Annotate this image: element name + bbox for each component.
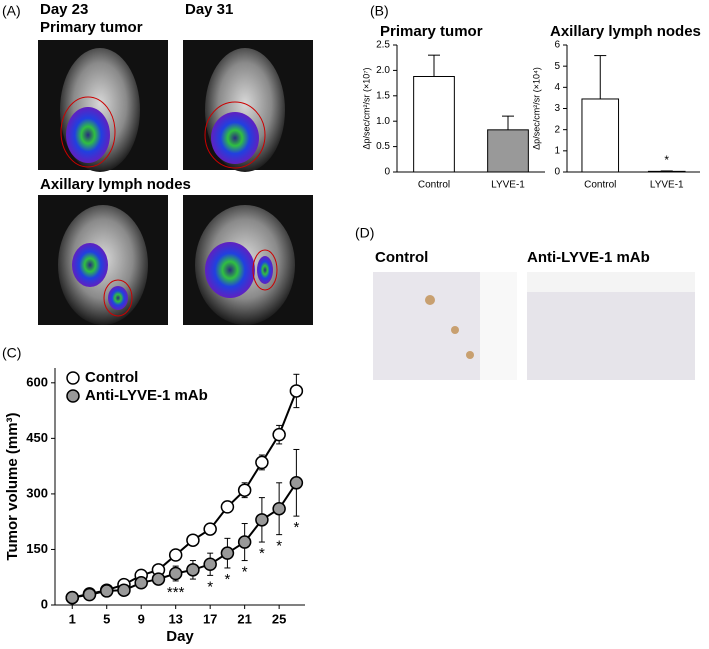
y-tick-label: 150 bbox=[26, 541, 48, 556]
panel-label: (C) bbox=[2, 345, 21, 361]
y-tick-label: 4 bbox=[554, 82, 560, 93]
y-tick-label: 6 bbox=[554, 40, 560, 51]
x-tick-label: Control bbox=[584, 180, 616, 191]
marker bbox=[220, 546, 235, 560]
legend-label: Control bbox=[85, 369, 138, 386]
image-lymph-day23 bbox=[38, 195, 168, 325]
marker bbox=[134, 576, 148, 590]
image-label: Anti-LYVE-1 mAb bbox=[527, 249, 650, 266]
series-line bbox=[72, 390, 298, 599]
image-primary-day23 bbox=[38, 40, 168, 172]
series-line bbox=[72, 482, 298, 599]
marker bbox=[203, 522, 217, 536]
x-tick-label: LYVE-1 bbox=[491, 180, 525, 191]
marker bbox=[289, 476, 304, 490]
x-axis-label: Day bbox=[166, 628, 194, 645]
marker bbox=[186, 533, 200, 547]
significance: * bbox=[224, 571, 230, 588]
y-tick-label: 0 bbox=[554, 167, 560, 178]
panel-label: (A) bbox=[2, 3, 21, 19]
legend-label: Anti-LYVE-1 mAb bbox=[85, 387, 208, 404]
legend-marker bbox=[66, 371, 80, 385]
significance: * bbox=[242, 564, 248, 581]
marker bbox=[168, 566, 183, 581]
y-tick-label: 450 bbox=[26, 430, 48, 445]
marker bbox=[237, 483, 252, 497]
y-tick-label: 1.0 bbox=[376, 116, 390, 127]
marker bbox=[272, 501, 286, 516]
y-tick-label: 2.0 bbox=[376, 65, 390, 76]
panel-label: (B) bbox=[370, 3, 389, 19]
marker bbox=[99, 584, 114, 598]
marker bbox=[168, 548, 183, 562]
significance: * bbox=[259, 545, 265, 562]
chart-title: Primary tumor bbox=[380, 23, 483, 40]
image-ihc-lyve1 bbox=[527, 272, 695, 380]
x-tick-label: LYVE-1 bbox=[650, 180, 684, 191]
y-tick-label: 2.5 bbox=[376, 40, 390, 51]
day-label: Day 23 bbox=[40, 1, 88, 18]
marker bbox=[82, 587, 97, 602]
y-tick-label: 0 bbox=[384, 167, 390, 178]
marker bbox=[272, 427, 286, 442]
significance: * bbox=[293, 519, 299, 536]
marker bbox=[255, 455, 269, 470]
chart-title: Axillary lymph nodes bbox=[550, 23, 701, 40]
y-tick-label: 300 bbox=[26, 485, 48, 500]
significance: *** bbox=[167, 584, 185, 601]
x-tick-label: 21 bbox=[237, 611, 251, 626]
image-ihc-control bbox=[373, 272, 517, 380]
marker bbox=[151, 572, 166, 586]
bar bbox=[647, 170, 686, 173]
legend-marker bbox=[66, 389, 80, 403]
bar bbox=[581, 98, 620, 173]
y-axis-label: Tumor volume (mm³) bbox=[4, 412, 21, 560]
x-tick-label: 9 bbox=[138, 611, 145, 626]
y-tick-label: 1.5 bbox=[376, 90, 390, 101]
image-primary-day31 bbox=[183, 40, 313, 172]
y-axis-label: Δp/sec/cm²/sr (×10⁷) bbox=[361, 67, 371, 149]
marker bbox=[203, 557, 217, 572]
y-tick-label: 5 bbox=[554, 61, 560, 72]
x-tick-label: 17 bbox=[203, 611, 217, 626]
y-tick-label: 600 bbox=[26, 374, 48, 389]
marker bbox=[237, 535, 252, 549]
marker bbox=[220, 500, 235, 514]
marker bbox=[255, 513, 269, 527]
bar bbox=[487, 129, 529, 173]
y-tick-label: 3 bbox=[554, 103, 560, 114]
image-lymph-day31 bbox=[183, 195, 313, 325]
x-tick-label: 5 bbox=[103, 611, 110, 626]
significance: * bbox=[664, 153, 669, 167]
significance: * bbox=[276, 538, 282, 555]
x-tick-label: 13 bbox=[168, 611, 182, 626]
significance: * bbox=[207, 578, 213, 595]
y-tick-label: 0 bbox=[41, 596, 48, 611]
day-label: Day 31 bbox=[185, 1, 233, 18]
marker bbox=[65, 590, 79, 605]
row-label: Primary tumor bbox=[40, 19, 143, 36]
marker bbox=[117, 583, 131, 597]
x-tick-label: Control bbox=[418, 180, 450, 191]
bar bbox=[413, 75, 455, 173]
marker bbox=[289, 384, 304, 398]
y-tick-label: 1 bbox=[554, 145, 560, 156]
x-tick-label: 25 bbox=[272, 611, 286, 626]
y-tick-label: 0.5 bbox=[376, 141, 390, 152]
y-axis-label: Δp/sec/cm²/sr (×10⁴) bbox=[531, 67, 541, 150]
marker bbox=[186, 563, 200, 577]
row-label: Axillary lymph nodes bbox=[40, 176, 191, 193]
x-tick-label: 1 bbox=[69, 611, 76, 626]
image-label: Control bbox=[375, 249, 428, 266]
panel-label: (D) bbox=[355, 225, 374, 241]
y-tick-label: 2 bbox=[554, 124, 560, 135]
